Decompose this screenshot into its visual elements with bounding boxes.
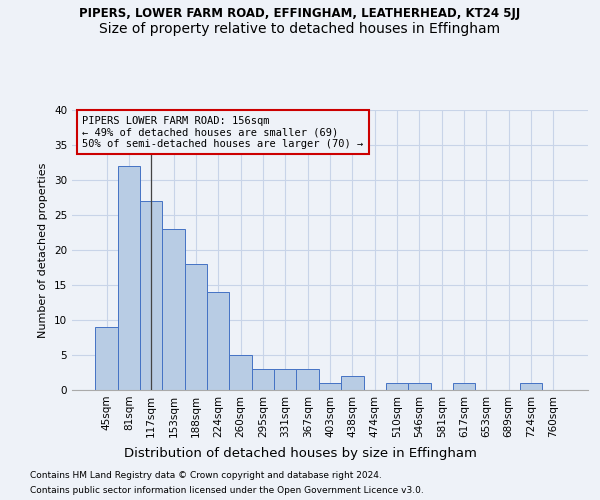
Bar [185,264,207,390]
Y-axis label: Number of detached properties: Number of detached properties [38,162,49,338]
Bar [453,383,475,390]
Bar [163,229,185,390]
Text: Distribution of detached houses by size in Effingham: Distribution of detached houses by size … [124,448,476,460]
Bar [118,166,140,390]
Bar [252,369,274,390]
Bar [408,383,431,390]
Bar [207,292,229,390]
Text: Contains public sector information licensed under the Open Government Licence v3: Contains public sector information licen… [30,486,424,495]
Text: Contains HM Land Registry data © Crown copyright and database right 2024.: Contains HM Land Registry data © Crown c… [30,471,382,480]
Text: Size of property relative to detached houses in Effingham: Size of property relative to detached ho… [100,22,500,36]
Bar [140,201,163,390]
Bar [319,383,341,390]
Bar [520,383,542,390]
Bar [341,376,364,390]
Text: PIPERS, LOWER FARM ROAD, EFFINGHAM, LEATHERHEAD, KT24 5JJ: PIPERS, LOWER FARM ROAD, EFFINGHAM, LEAT… [79,8,521,20]
Bar [386,383,408,390]
Bar [274,369,296,390]
Bar [95,327,118,390]
Bar [229,355,252,390]
Text: PIPERS LOWER FARM ROAD: 156sqm
← 49% of detached houses are smaller (69)
50% of : PIPERS LOWER FARM ROAD: 156sqm ← 49% of … [82,116,364,149]
Bar [296,369,319,390]
